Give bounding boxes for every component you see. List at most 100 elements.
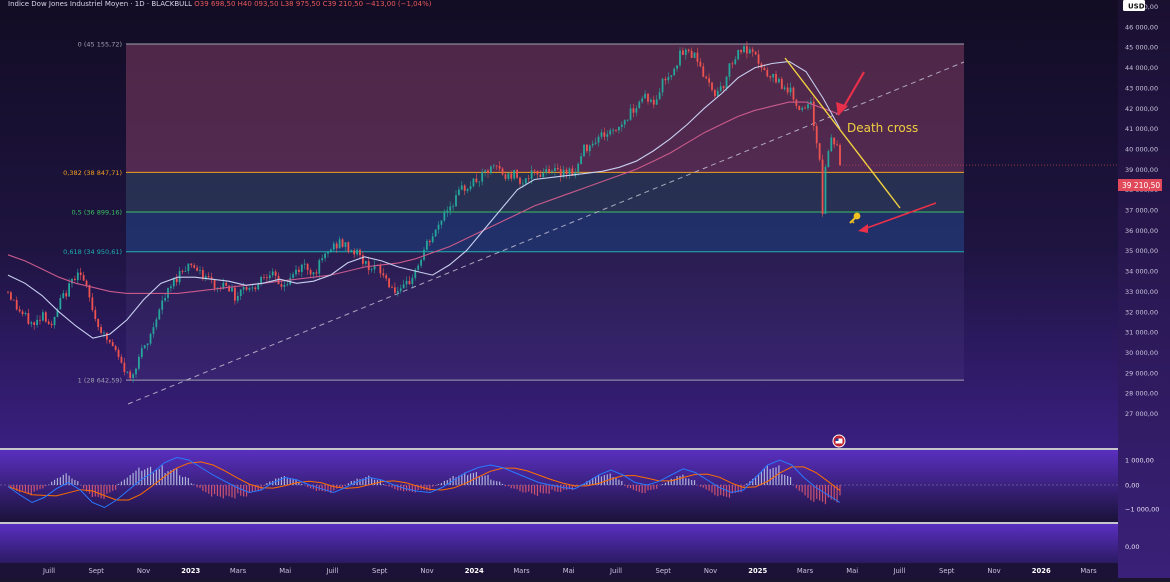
time-tick-label: 2026	[1032, 567, 1051, 575]
candle-body	[65, 293, 68, 297]
candle-body	[341, 239, 344, 247]
candle-body	[466, 189, 469, 191]
candle-body	[434, 229, 437, 237]
candle-body	[597, 136, 600, 143]
candle-body	[114, 346, 117, 350]
candle-body	[586, 144, 588, 152]
candle-body	[56, 309, 59, 317]
candle-body	[164, 297, 166, 301]
candle-body	[716, 90, 719, 97]
candle-body	[76, 272, 79, 281]
candle-body	[775, 74, 777, 83]
symbol-header[interactable]: Indice Dow Jones Industriel Moyen · 1D ·…	[8, 0, 431, 8]
time-tick-label: Mars	[230, 567, 247, 575]
candle-body	[606, 134, 609, 137]
candle-body	[682, 50, 684, 55]
candle-body	[714, 89, 716, 97]
fibonacci-retracement[interactable]: 0 (45 155,72) 0,382 (38 847,71) 0,5 (36 89…	[63, 41, 964, 385]
candle-body	[42, 312, 44, 321]
candle-body	[652, 99, 655, 105]
candle-body	[129, 371, 132, 379]
candle-body	[21, 311, 24, 315]
resistance-line[interactable]	[784, 57, 901, 209]
candle-body	[478, 181, 481, 183]
candle-body	[204, 276, 207, 280]
candle-body	[690, 50, 693, 58]
candle-body	[437, 224, 440, 230]
candle-body	[382, 273, 385, 276]
candle-body	[117, 349, 120, 357]
candle-body	[193, 265, 196, 268]
candle-body	[789, 87, 792, 93]
arrow-line[interactable]	[863, 202, 937, 230]
candle-body	[577, 163, 580, 173]
candle-body	[199, 270, 201, 271]
candle-body	[111, 342, 114, 347]
ohlc-low: L38 975,50	[280, 0, 321, 8]
ohlc-high: H40 093,50	[237, 0, 279, 8]
candle-body	[472, 178, 475, 187]
candle-body	[807, 104, 809, 109]
candle-body	[414, 269, 417, 278]
price-tick-label: 30 000,00	[1125, 349, 1158, 357]
candle-body	[801, 107, 804, 110]
main-pane-bg	[0, 0, 1118, 448]
candle-body	[27, 313, 30, 324]
candle-body	[539, 174, 542, 177]
time-tick-label: Juill	[326, 567, 339, 575]
candle-body	[711, 82, 713, 90]
candle-body	[100, 326, 102, 333]
candle-body	[370, 269, 373, 271]
candle-body	[324, 253, 326, 259]
candle-body	[449, 206, 452, 211]
fib-zone	[126, 251, 964, 381]
last-price-label: 39 210,50	[1122, 181, 1160, 190]
candle-body	[71, 278, 73, 284]
time-tick-label: Nov	[137, 567, 150, 575]
macd-pane-bg	[0, 450, 1118, 522]
price-axis-bg[interactable]	[1118, 0, 1170, 578]
drawing-lines[interactable]	[127, 61, 965, 405]
candle-body	[792, 87, 795, 100]
arrow-line[interactable]	[841, 71, 865, 111]
time-axis-bg[interactable]	[0, 563, 1118, 578]
candle-body	[231, 287, 233, 292]
time-axis[interactable]: Juill Sept Nov 2023 Mars Mai Juill Sept Nov 2024 M…	[42, 567, 1097, 575]
candle-body	[533, 170, 536, 172]
candle-body	[658, 92, 661, 100]
last-price-tag	[1118, 179, 1162, 191]
candle-body	[696, 52, 699, 62]
fib-level-label: 1 (28 642,59)	[78, 377, 122, 385]
candle-body	[583, 144, 585, 157]
candle-body	[172, 278, 175, 287]
candle-body	[245, 287, 248, 290]
currency-badge[interactable]	[1123, 0, 1145, 11]
price-tick-label: 36 000,00	[1125, 227, 1158, 235]
dashed-trendline[interactable]	[127, 61, 965, 405]
lower-pane-tick-label: 0,00	[1125, 543, 1139, 551]
candle-body	[818, 143, 821, 160]
candle-body	[367, 261, 370, 271]
candle-body	[481, 171, 484, 182]
time-tick-label: Mars	[797, 567, 814, 575]
candle-body	[647, 93, 649, 102]
candle-body	[655, 99, 658, 105]
price-tick-label: 42 000,00	[1125, 105, 1158, 113]
price-tick-label: 45 000,00	[1125, 44, 1158, 52]
drawings-overlay[interactable]	[784, 57, 1118, 233]
time-tick-label: Sept	[939, 567, 955, 575]
candle-body	[268, 275, 271, 279]
candle-body	[225, 282, 228, 286]
time-tick-label: Nov	[987, 567, 1000, 575]
candle-body	[524, 178, 527, 184]
us-flag-icon[interactable]	[832, 434, 846, 448]
candle-body	[824, 167, 827, 214]
candle-body	[47, 321, 50, 324]
candle-body	[446, 210, 449, 213]
candle-body	[39, 319, 41, 321]
candle-body	[670, 75, 673, 78]
price-tick-label: 32 000,00	[1125, 308, 1158, 316]
candle-body	[356, 249, 358, 255]
